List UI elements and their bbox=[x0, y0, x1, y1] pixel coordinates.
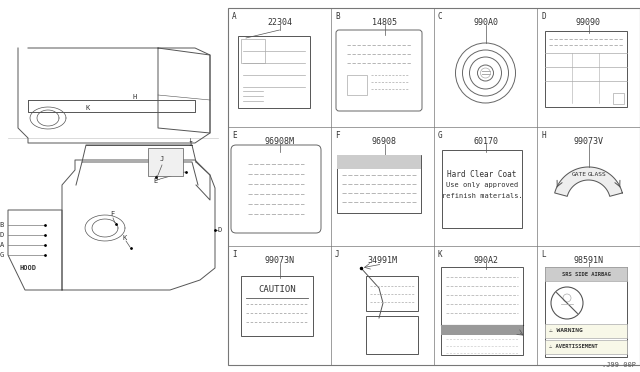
Bar bbox=[545, 267, 627, 357]
Text: 99073N: 99073N bbox=[264, 256, 294, 265]
Text: K: K bbox=[438, 250, 443, 259]
Text: J: J bbox=[160, 156, 164, 162]
Text: 99073V: 99073V bbox=[573, 137, 604, 146]
Text: CAUTION: CAUTION bbox=[258, 285, 296, 295]
Polygon shape bbox=[555, 167, 622, 196]
Text: E: E bbox=[232, 131, 237, 140]
Text: I: I bbox=[188, 141, 192, 147]
Text: G: G bbox=[0, 252, 4, 258]
Text: C: C bbox=[438, 12, 443, 21]
Text: 22304: 22304 bbox=[267, 18, 292, 27]
Bar bbox=[241, 276, 313, 336]
Text: B: B bbox=[0, 222, 4, 228]
Text: GATE: GATE bbox=[572, 171, 587, 176]
Bar bbox=[441, 267, 523, 355]
Text: SRS SIDE AIRBAG: SRS SIDE AIRBAG bbox=[562, 272, 611, 276]
Text: I: I bbox=[232, 250, 237, 259]
Bar bbox=[545, 324, 627, 338]
Text: ⚠ WARNING: ⚠ WARNING bbox=[549, 328, 583, 334]
Bar bbox=[337, 155, 421, 213]
Text: D: D bbox=[541, 12, 546, 21]
Text: ⚠ AVERTISSEMENT: ⚠ AVERTISSEMENT bbox=[549, 344, 598, 350]
Text: H: H bbox=[133, 94, 137, 100]
Text: GLASS: GLASS bbox=[588, 171, 607, 176]
Text: Hard Clear Coat: Hard Clear Coat bbox=[447, 170, 516, 179]
Text: K: K bbox=[86, 105, 90, 111]
Bar bbox=[241, 39, 265, 63]
Text: Use only approved: Use only approved bbox=[446, 182, 518, 188]
Text: H: H bbox=[541, 131, 546, 140]
Bar bbox=[347, 75, 367, 95]
Bar bbox=[441, 325, 523, 335]
Bar bbox=[545, 340, 627, 354]
Text: 60170: 60170 bbox=[473, 137, 498, 146]
Bar bbox=[442, 150, 522, 228]
Text: L: L bbox=[155, 175, 159, 181]
Text: A: A bbox=[232, 12, 237, 21]
Text: 96908M: 96908M bbox=[264, 137, 294, 146]
Text: K: K bbox=[123, 235, 127, 241]
Text: 34991M: 34991M bbox=[367, 256, 397, 265]
Text: 990A0: 990A0 bbox=[473, 18, 498, 27]
Bar bbox=[337, 155, 421, 169]
Text: E: E bbox=[153, 178, 157, 184]
Text: 96908: 96908 bbox=[372, 137, 397, 146]
Text: G: G bbox=[438, 131, 443, 140]
Text: 98591N: 98591N bbox=[573, 256, 604, 265]
Text: .J99 00P: .J99 00P bbox=[602, 362, 636, 368]
Text: 14805: 14805 bbox=[372, 18, 397, 27]
Bar bbox=[613, 93, 624, 104]
Bar bbox=[366, 276, 418, 311]
Text: F: F bbox=[335, 131, 340, 140]
Text: 990A2: 990A2 bbox=[473, 256, 498, 265]
Text: D: D bbox=[0, 232, 4, 238]
Text: F: F bbox=[110, 211, 114, 217]
Text: A: A bbox=[0, 242, 4, 248]
Text: B: B bbox=[335, 12, 340, 21]
Bar bbox=[545, 267, 627, 281]
Bar bbox=[148, 148, 183, 176]
Text: 99090: 99090 bbox=[576, 18, 601, 27]
Text: J: J bbox=[335, 250, 340, 259]
Text: refinish materials.: refinish materials. bbox=[442, 193, 522, 199]
Bar bbox=[228, 8, 640, 365]
Bar bbox=[366, 316, 418, 354]
Bar bbox=[545, 31, 627, 107]
Text: HOOD: HOOD bbox=[20, 265, 37, 271]
Text: D: D bbox=[218, 227, 222, 233]
Text: L: L bbox=[541, 250, 546, 259]
Bar bbox=[238, 36, 310, 108]
